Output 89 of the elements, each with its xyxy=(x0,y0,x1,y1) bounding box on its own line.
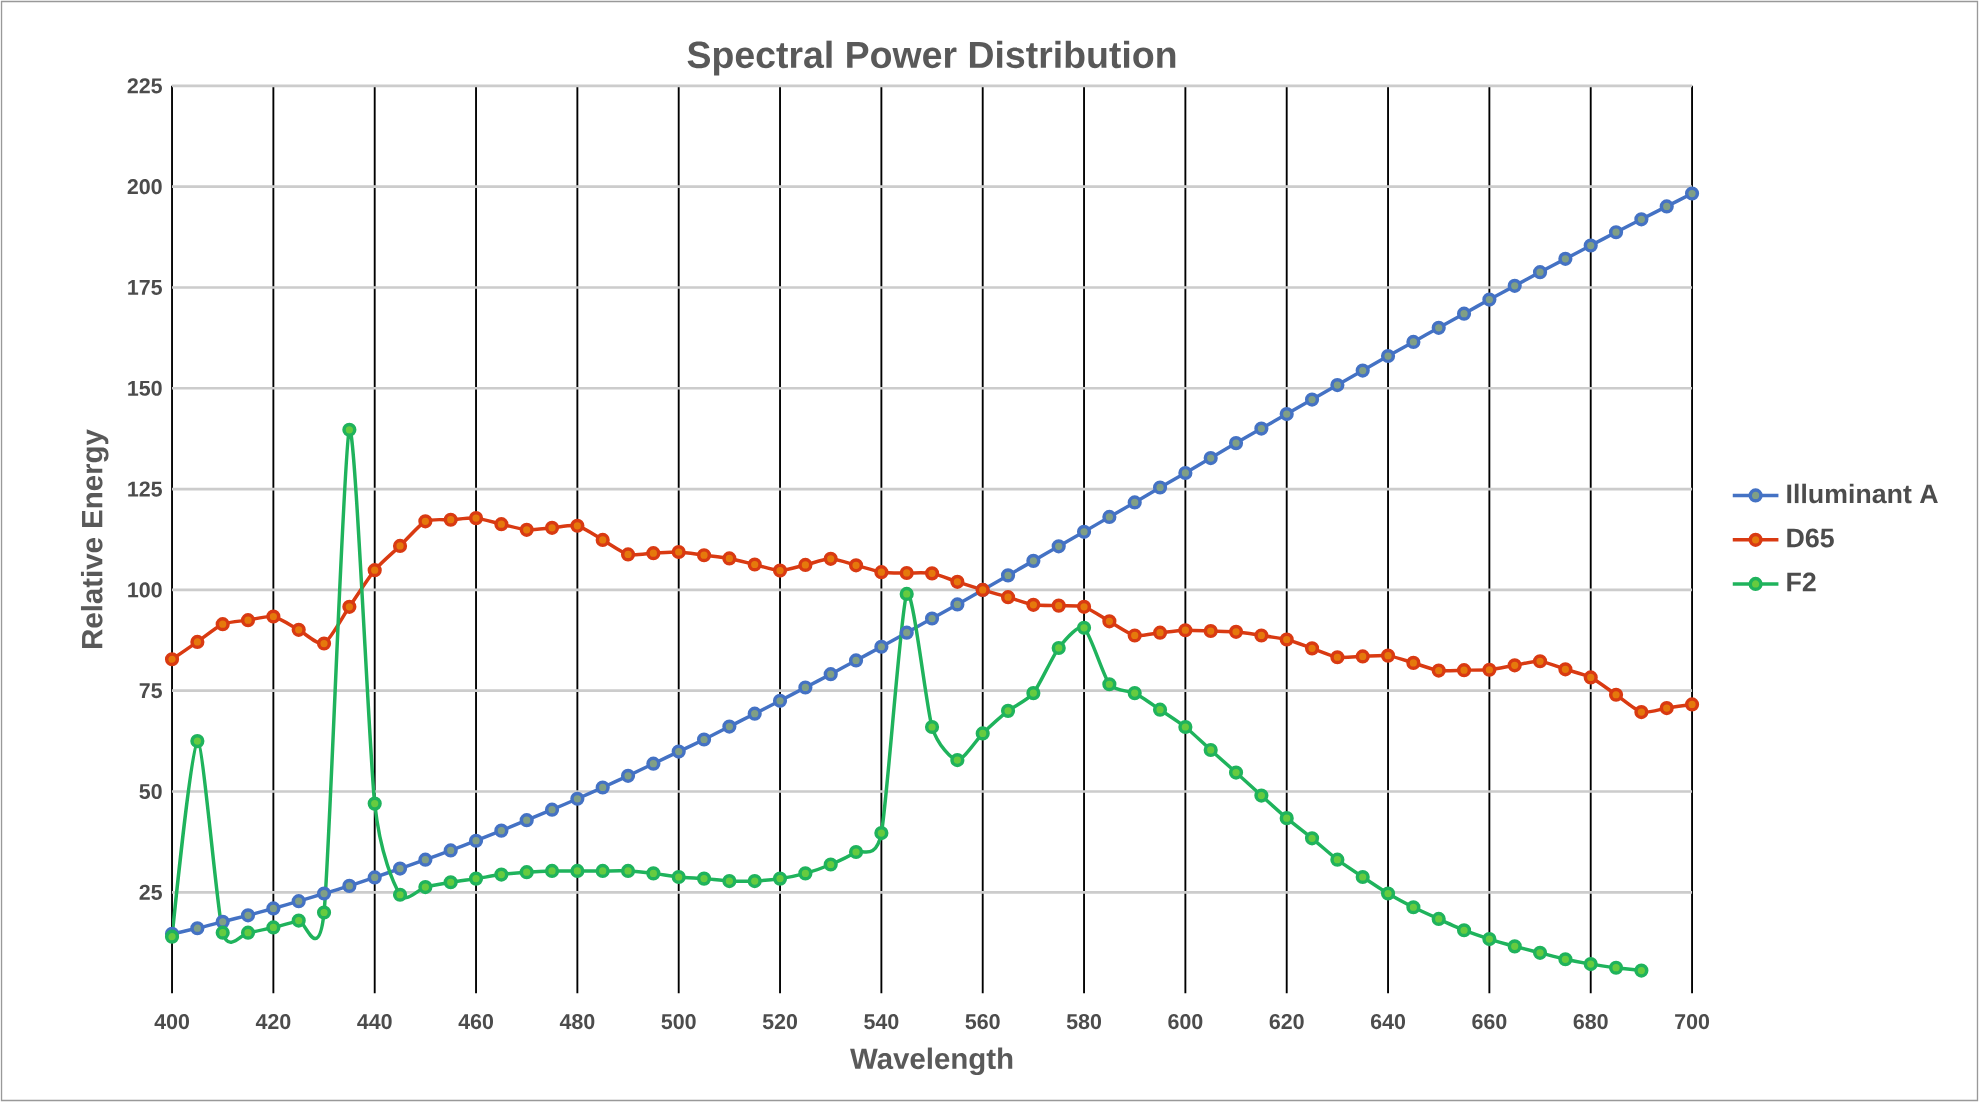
x-tick-label: 580 xyxy=(1066,1014,1102,1030)
x-tick-label: 700 xyxy=(1675,1014,1710,1030)
point xyxy=(1482,932,1497,947)
point xyxy=(570,863,585,879)
x-tick-label: 480 xyxy=(559,1014,595,1030)
point xyxy=(443,875,458,890)
point xyxy=(848,844,864,860)
point xyxy=(190,734,205,749)
point xyxy=(1583,957,1598,972)
point xyxy=(620,863,636,879)
point xyxy=(1431,911,1446,927)
chart-title: Spectral Power Distribution xyxy=(687,40,1176,76)
x-tick-label: 600 xyxy=(1168,1014,1203,1030)
y-tick-label: 200 xyxy=(127,179,162,195)
x-tick-label: 540 xyxy=(864,1014,899,1030)
point xyxy=(291,913,306,928)
x-tick-label: 620 xyxy=(1269,1014,1304,1030)
point xyxy=(468,871,484,886)
point xyxy=(316,905,332,920)
y-tick-label: 225 xyxy=(127,78,162,94)
point xyxy=(1355,869,1370,885)
x-tick-label: 420 xyxy=(255,1014,291,1030)
point xyxy=(519,865,534,880)
x-tick-label: 440 xyxy=(357,1014,392,1030)
point xyxy=(1279,811,1294,826)
y-tick-label: 175 xyxy=(128,280,162,295)
y-tick-label: 25 xyxy=(139,884,162,900)
point xyxy=(1051,640,1066,656)
point xyxy=(722,873,737,889)
y-tick-label: 125 xyxy=(128,481,162,497)
point xyxy=(823,857,838,872)
point xyxy=(924,719,940,735)
point xyxy=(215,925,230,940)
point xyxy=(874,825,889,841)
x-tick-label: 520 xyxy=(762,1014,798,1030)
point xyxy=(1228,765,1244,780)
point xyxy=(1127,686,1142,701)
legend-label: F2 xyxy=(1787,572,1816,592)
point xyxy=(1254,788,1269,803)
point xyxy=(418,880,433,895)
point xyxy=(266,920,281,935)
point xyxy=(696,871,712,886)
y-tick-label: 75 xyxy=(139,683,162,699)
point xyxy=(494,867,509,882)
point xyxy=(646,866,661,881)
legend-label: D65 xyxy=(1787,528,1834,548)
point xyxy=(367,796,382,811)
y-axis-title: Relative Energy xyxy=(80,429,109,648)
x-tick-label: 400 xyxy=(154,1014,190,1030)
point xyxy=(240,925,256,940)
point xyxy=(1000,703,1016,718)
x-tick-label: 680 xyxy=(1573,1014,1608,1030)
point xyxy=(544,863,560,879)
point xyxy=(1380,886,1396,901)
point xyxy=(1507,939,1522,954)
point xyxy=(1532,945,1548,960)
point xyxy=(1330,852,1345,867)
x-tick-label: 460 xyxy=(458,1014,494,1030)
x-axis-title: Wavelength xyxy=(850,1047,1013,1076)
point xyxy=(1203,742,1218,758)
point xyxy=(1634,963,1649,978)
point xyxy=(1152,702,1168,717)
point xyxy=(1178,719,1193,735)
x-tick-label: 560 xyxy=(965,1014,1000,1030)
point xyxy=(975,726,990,741)
point xyxy=(899,586,914,602)
point xyxy=(1076,620,1092,635)
x-tick-label: 660 xyxy=(1472,1014,1507,1030)
point xyxy=(671,869,686,885)
point xyxy=(1558,952,1573,967)
x-tick-label: 500 xyxy=(661,1014,696,1030)
point xyxy=(950,752,965,768)
point xyxy=(747,873,762,889)
point xyxy=(1026,686,1041,701)
legend-label: Illuminant A xyxy=(1787,483,1938,504)
point xyxy=(1608,960,1624,975)
x-tick-label: 640 xyxy=(1370,1014,1406,1030)
point xyxy=(1102,677,1117,692)
y-tick-label: 50 xyxy=(139,783,162,800)
point xyxy=(1304,831,1320,846)
point xyxy=(798,866,813,881)
point xyxy=(392,887,408,902)
y-tick-label: 150 xyxy=(128,380,162,396)
point xyxy=(1456,923,1472,938)
point xyxy=(342,422,357,437)
point xyxy=(772,871,788,886)
y-tick-label: 100 xyxy=(128,582,162,598)
point xyxy=(1406,900,1421,915)
point xyxy=(595,863,610,879)
